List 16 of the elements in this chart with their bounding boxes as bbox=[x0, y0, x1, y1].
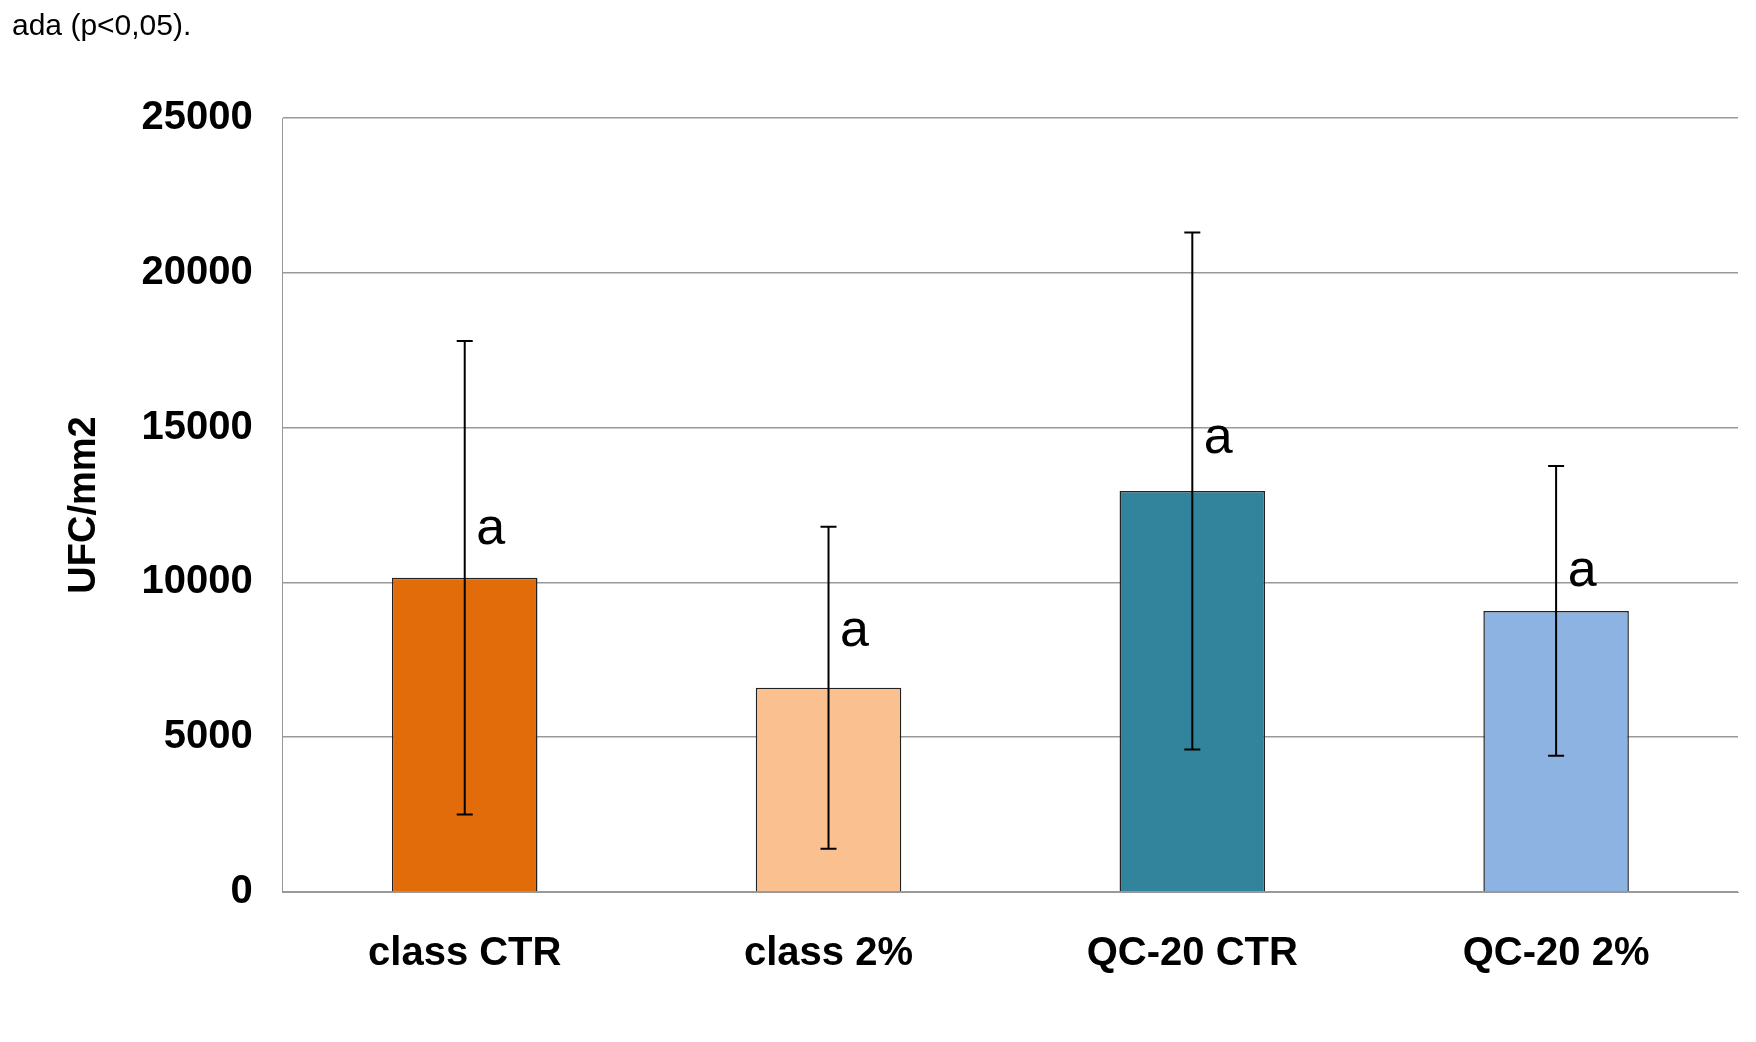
y-tick-label: 25000 bbox=[141, 93, 253, 138]
x-tick-label: class CTR bbox=[368, 929, 562, 974]
annotation: a bbox=[1203, 405, 1233, 464]
y-tick-label: 15000 bbox=[141, 402, 253, 447]
annotation: a bbox=[840, 599, 870, 658]
annotation: a bbox=[476, 497, 506, 556]
y-axis-title: UFC/mm2 bbox=[61, 416, 104, 594]
y-tick-label: 5000 bbox=[163, 712, 253, 757]
x-tick-label: class 2% bbox=[744, 929, 914, 974]
text: ada (p<0,05). bbox=[12, 8, 192, 42]
y-tick-label: 0 bbox=[230, 867, 253, 912]
annotation: a bbox=[1567, 538, 1597, 597]
x-tick-label: QC-20 2% bbox=[1462, 929, 1650, 974]
x-tick-label: QC-20 CTR bbox=[1086, 929, 1298, 974]
y-tick-label: 20000 bbox=[141, 247, 253, 292]
y-tick-label: 10000 bbox=[141, 557, 253, 602]
